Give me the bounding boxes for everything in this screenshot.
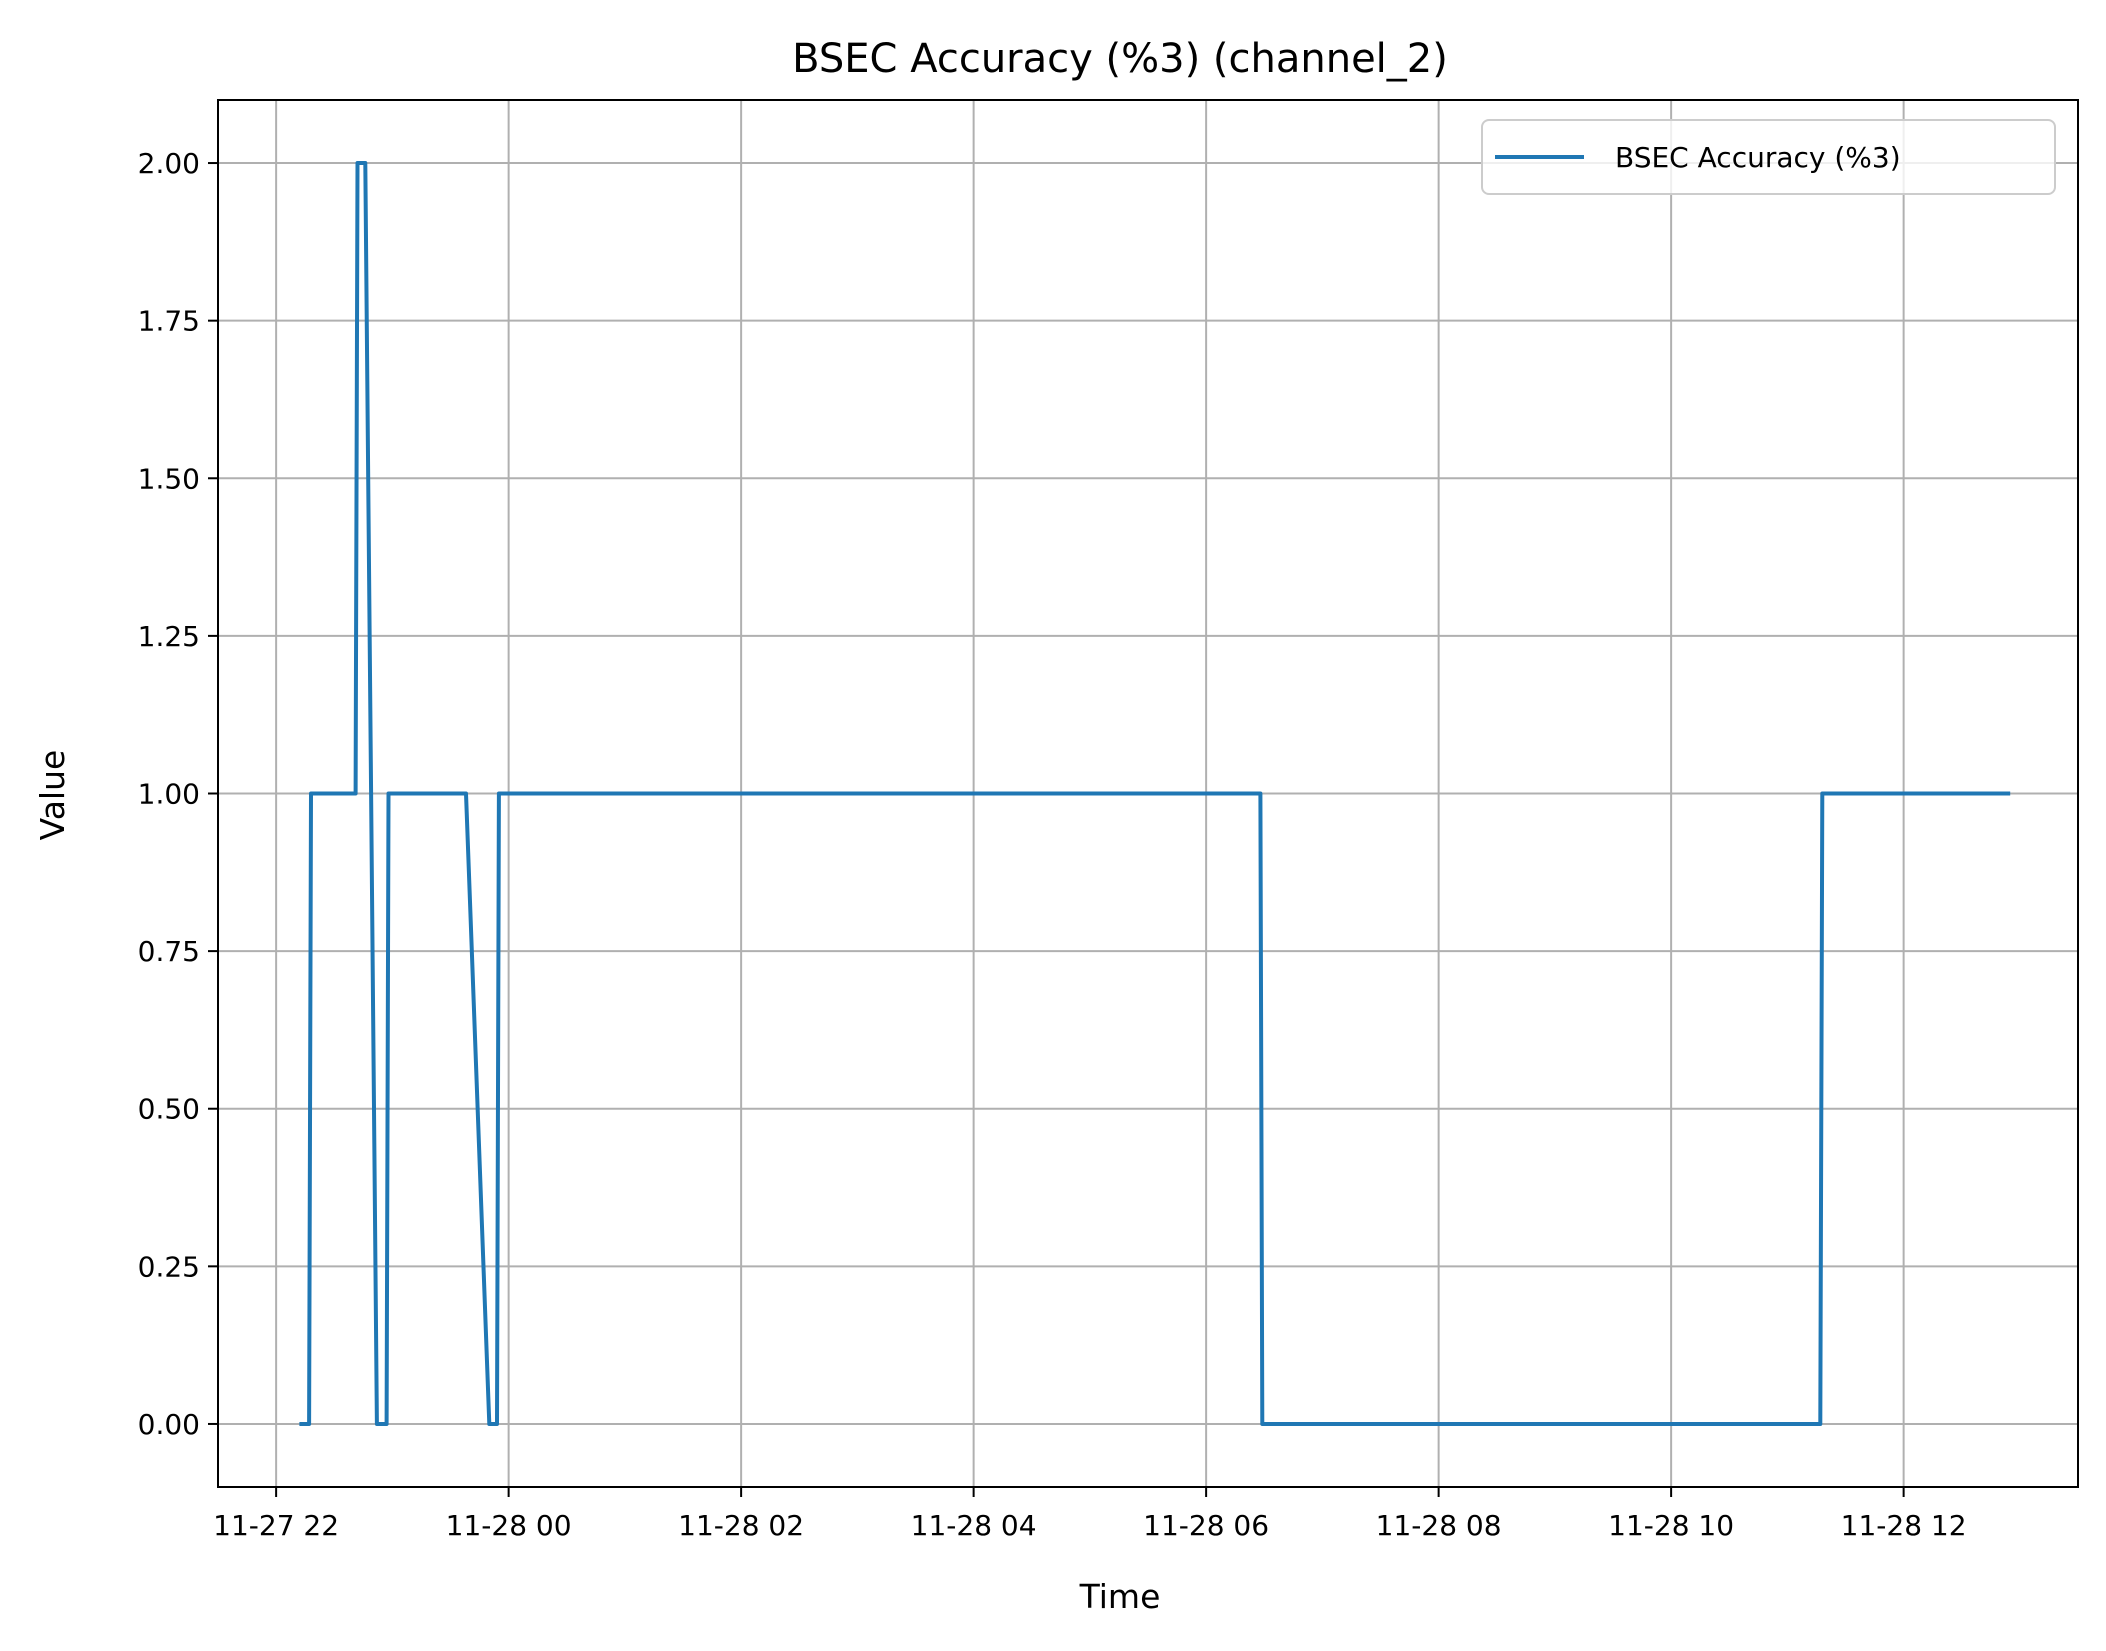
y-tick-label: 0.25 xyxy=(138,1250,200,1283)
y-axis-ticks: 0.00 0.25 0.50 0.75 1.00 1.25 1.50 1.75 2.00 xyxy=(138,147,218,1441)
series-layer xyxy=(299,161,2011,1426)
x-tick-label: 11-28 12 xyxy=(1841,1509,1967,1542)
x-tick-label: 11-28 10 xyxy=(1608,1509,1734,1542)
x-tick-label: 11-28 02 xyxy=(678,1509,804,1542)
x-axis-label: Time xyxy=(1079,1577,1161,1616)
y-tick-label: 2.00 xyxy=(138,147,200,180)
y-tick-label: 1.00 xyxy=(138,778,200,811)
y-tick-label: 0.75 xyxy=(138,935,200,968)
y-tick-label: 1.25 xyxy=(138,620,200,653)
x-tick-label: 11-28 00 xyxy=(446,1509,572,1542)
y-tick-label: 0.00 xyxy=(138,1408,200,1441)
y-axis-label: Value xyxy=(33,750,72,841)
legend-box xyxy=(1481,119,2056,195)
x-tick-label: 11-27 22 xyxy=(213,1509,339,1542)
chart-title: BSEC Accuracy (%3) (channel_2) xyxy=(792,36,1448,82)
y-tick-label: 1.75 xyxy=(138,305,200,338)
y-tick-label: 1.50 xyxy=(138,462,200,495)
legend: BSEC Accuracy (%3) xyxy=(1481,119,2056,195)
y-tick-label: 0.50 xyxy=(138,1093,200,1126)
x-tick-label: 11-28 04 xyxy=(911,1509,1037,1542)
x-axis-ticks: 11-27 22 11-28 00 11-28 02 11-28 04 11-28 06… xyxy=(213,1487,1967,1542)
x-tick-label: 11-28 08 xyxy=(1376,1509,1502,1542)
legend-label: BSEC Accuracy (%3) xyxy=(1615,141,1901,174)
x-tick-label: 11-28 06 xyxy=(1143,1509,1269,1542)
series-line xyxy=(299,161,2011,1426)
